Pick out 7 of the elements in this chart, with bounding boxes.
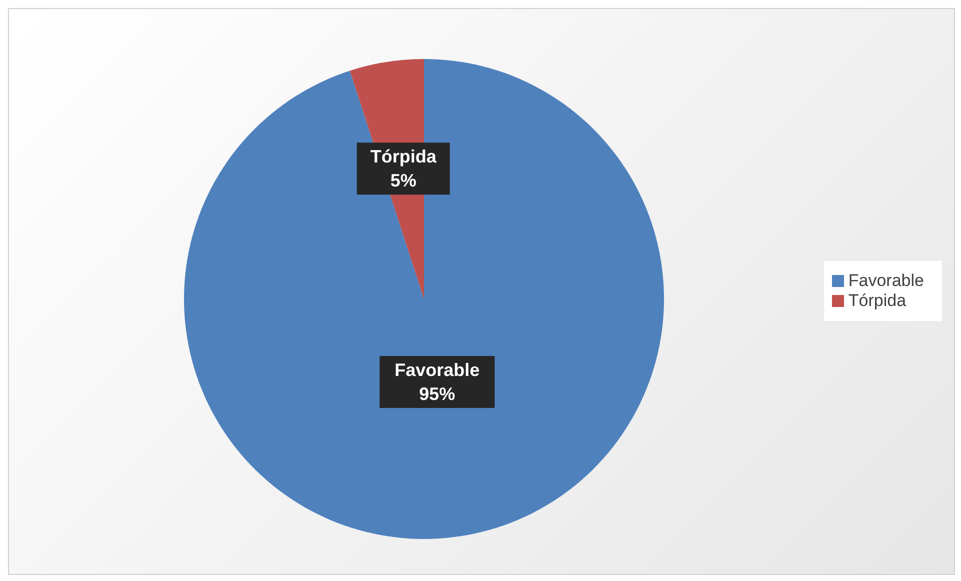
slice-label: Favorable: [394, 360, 480, 380]
legend-label: Tórpida: [848, 290, 906, 310]
data-label: 5%: [390, 170, 416, 191]
pie-slice: [184, 59, 664, 539]
data-label: 95%: [419, 384, 456, 404]
legend-label: Favorable: [848, 270, 924, 290]
slice-label: Tórpida: [370, 146, 438, 167]
